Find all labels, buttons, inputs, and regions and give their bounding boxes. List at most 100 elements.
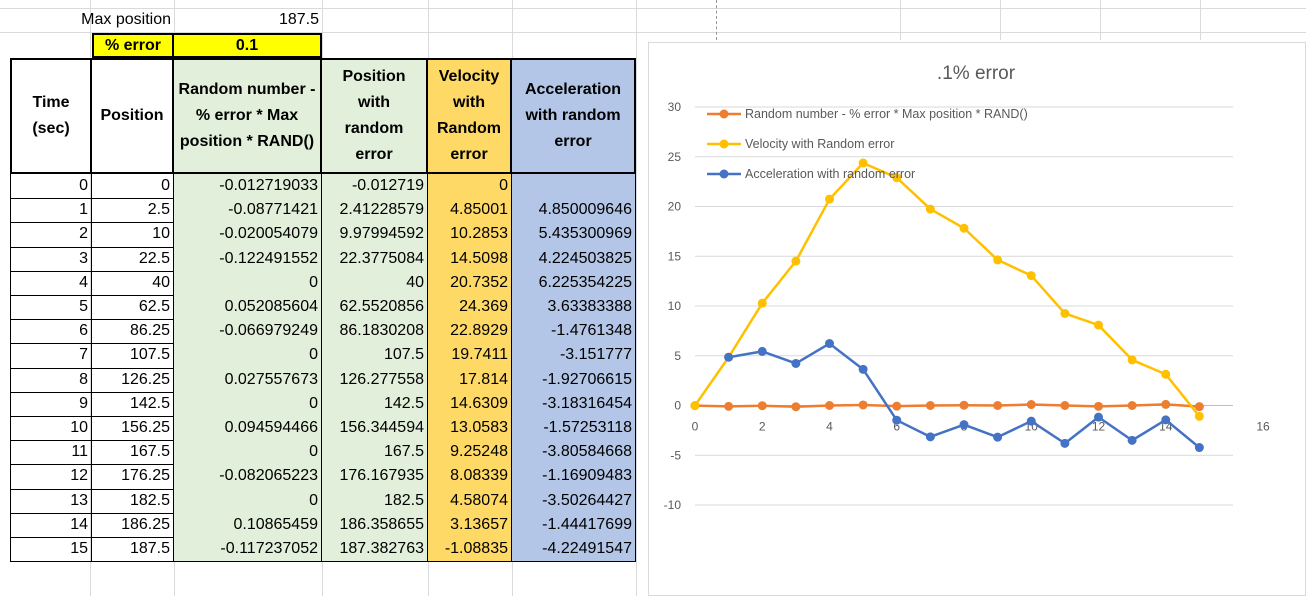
cell-velocity[interactable]: 24.369 xyxy=(428,295,512,321)
data-point[interactable] xyxy=(757,346,767,356)
cell-time[interactable]: 11 xyxy=(10,440,92,466)
cell-position-random[interactable]: 22.3775084 xyxy=(322,246,428,272)
cell-acceleration[interactable]: -3.50264427 xyxy=(512,488,636,514)
cell-time[interactable]: 9 xyxy=(10,391,92,417)
cell-position-random[interactable]: 182.5 xyxy=(322,488,428,514)
cell-position-random[interactable]: 186.358655 xyxy=(322,512,428,538)
legend-entry[interactable]: Random number - % error * Max position *… xyxy=(707,107,1028,121)
cell-velocity[interactable]: 20.7352 xyxy=(428,270,512,296)
header-random-number[interactable]: Random number - % error * Max position *… xyxy=(174,58,322,174)
data-point[interactable] xyxy=(1194,443,1204,453)
cell-random-number[interactable]: 0 xyxy=(174,440,322,466)
cell-random-number[interactable]: 0.094594466 xyxy=(174,416,322,442)
cell-position[interactable]: 156.25 xyxy=(92,416,174,442)
cell-random-number[interactable]: 0.027557673 xyxy=(174,367,322,393)
cell-random-number[interactable]: -0.066979249 xyxy=(174,319,322,345)
cell-position-random[interactable]: 2.41228579 xyxy=(322,198,428,224)
data-point[interactable] xyxy=(724,352,734,362)
cell-time[interactable]: 0 xyxy=(10,174,92,200)
cell-acceleration[interactable]: -4.22491547 xyxy=(512,537,636,563)
data-point[interactable] xyxy=(1094,320,1103,330)
cell-position[interactable]: 187.5 xyxy=(92,537,174,563)
cell-position[interactable]: 107.5 xyxy=(92,343,174,369)
data-point[interactable] xyxy=(858,158,868,168)
cell-velocity[interactable]: 3.13657 xyxy=(428,512,512,538)
cell-position[interactable]: 176.25 xyxy=(92,464,174,490)
cell-acceleration[interactable]: 6.225354225 xyxy=(512,270,636,296)
data-point[interactable] xyxy=(1026,400,1036,410)
cell-velocity[interactable]: 4.58074 xyxy=(428,488,512,514)
cell-position[interactable]: 142.5 xyxy=(92,391,174,417)
data-point[interactable] xyxy=(959,400,969,410)
header-position-random[interactable]: Position with random error xyxy=(322,58,428,174)
cell-position[interactable]: 0 xyxy=(92,174,174,200)
cell-time[interactable]: 12 xyxy=(10,464,92,490)
cell-position[interactable]: 10 xyxy=(92,222,174,248)
cell-acceleration[interactable]: -1.16909483 xyxy=(512,464,636,490)
cell-acceleration[interactable]: 5.435300969 xyxy=(512,222,636,248)
cell-time[interactable]: 14 xyxy=(10,512,92,538)
cell-acceleration[interactable]: -1.4761348 xyxy=(512,319,636,345)
data-point[interactable] xyxy=(825,194,834,204)
data-point[interactable] xyxy=(925,204,935,214)
cell-velocity[interactable]: 14.6309 xyxy=(428,391,512,417)
max-position-value[interactable]: 187.5 xyxy=(278,11,319,28)
data-point[interactable] xyxy=(925,432,935,442)
header-position[interactable]: Position xyxy=(92,58,174,174)
cell-random-number[interactable]: 0.10865459 xyxy=(174,512,322,538)
cell-position[interactable]: 62.5 xyxy=(92,295,174,321)
data-point[interactable] xyxy=(925,401,935,410)
cell-time[interactable]: 13 xyxy=(10,488,92,514)
cell-position-random[interactable]: 107.5 xyxy=(322,343,428,369)
cell-random-number[interactable]: -0.122491552 xyxy=(174,246,322,272)
data-point[interactable] xyxy=(825,401,834,410)
cell-position-random[interactable]: 156.344594 xyxy=(322,416,428,442)
cell-random-number[interactable]: -0.082065223 xyxy=(174,464,322,490)
data-point[interactable] xyxy=(1127,401,1137,410)
header-acceleration[interactable]: Acceleration with random error xyxy=(512,58,636,174)
data-point[interactable] xyxy=(993,255,1003,265)
data-point[interactable] xyxy=(1194,402,1204,412)
error-value[interactable]: 0.1 xyxy=(172,33,322,58)
cell-random-number[interactable]: -0.117237052 xyxy=(174,537,322,563)
data-point[interactable] xyxy=(1060,438,1070,448)
cell-velocity[interactable]: 14.5098 xyxy=(428,246,512,272)
data-point[interactable] xyxy=(993,401,1003,410)
cell-acceleration[interactable]: -3.151777 xyxy=(512,343,636,369)
cell-acceleration[interactable]: 4.850009646 xyxy=(512,198,636,224)
cell-position[interactable]: 86.25 xyxy=(92,319,174,345)
data-point[interactable] xyxy=(892,415,902,425)
cell-velocity[interactable]: 22.8929 xyxy=(428,319,512,345)
cell-position-random[interactable]: -0.012719 xyxy=(322,174,428,200)
data-point[interactable] xyxy=(1127,435,1137,445)
cell-time[interactable]: 6 xyxy=(10,319,92,345)
cell-time[interactable]: 1 xyxy=(10,198,92,224)
cell-position[interactable]: 40 xyxy=(92,270,174,296)
data-point[interactable] xyxy=(993,432,1003,442)
cell-time[interactable]: 8 xyxy=(10,367,92,393)
data-point[interactable] xyxy=(1026,271,1036,281)
cell-random-number[interactable]: -0.020054079 xyxy=(174,222,322,248)
cell-time[interactable]: 10 xyxy=(10,416,92,442)
data-point[interactable] xyxy=(757,401,767,411)
header-velocity[interactable]: Velocity with Random error xyxy=(428,58,512,174)
data-point[interactable] xyxy=(892,173,902,183)
data-point[interactable] xyxy=(724,401,734,411)
cell-acceleration[interactable]: 4.224503825 xyxy=(512,246,636,272)
data-point[interactable] xyxy=(791,358,801,368)
cell-position[interactable]: 126.25 xyxy=(92,367,174,393)
cell-time[interactable]: 7 xyxy=(10,343,92,369)
data-point[interactable] xyxy=(825,339,834,349)
data-point[interactable] xyxy=(1026,416,1036,426)
data-point[interactable] xyxy=(858,400,868,410)
cell-random-number[interactable]: 0 xyxy=(174,343,322,369)
data-point[interactable] xyxy=(690,401,700,410)
data-point[interactable] xyxy=(757,298,767,308)
data-point[interactable] xyxy=(1094,401,1103,411)
cell-velocity[interactable]: 19.7411 xyxy=(428,343,512,369)
cell-position[interactable]: 182.5 xyxy=(92,488,174,514)
cell-random-number[interactable]: 0 xyxy=(174,270,322,296)
cell-random-number[interactable]: 0.052085604 xyxy=(174,295,322,321)
cell-random-number[interactable]: 0 xyxy=(174,391,322,417)
